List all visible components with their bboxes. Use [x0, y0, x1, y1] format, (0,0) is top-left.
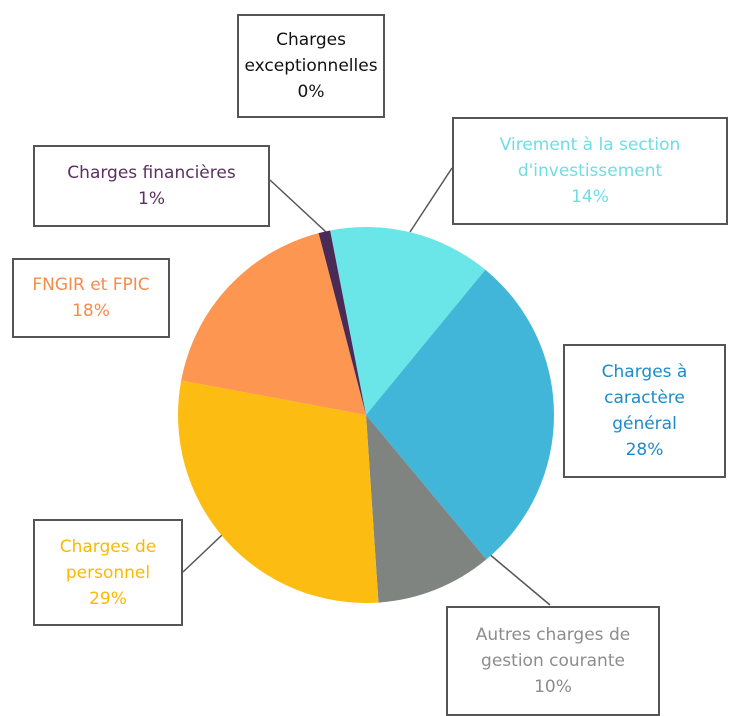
- slice-label: Charges financières 1%: [33, 145, 270, 227]
- connector: [487, 552, 551, 606]
- value-label: 0%: [297, 82, 325, 102]
- value-label: 14%: [571, 187, 609, 207]
- category-label: Autres charges de gestion courante: [475, 625, 631, 671]
- slice-label: Virement à la section d'investissement 14…: [452, 117, 728, 225]
- connector: [269, 179, 327, 233]
- category-label: Charges de personnel: [59, 536, 157, 583]
- pie-slice: [366, 415, 487, 603]
- category-label: Charges financières: [67, 163, 236, 183]
- pie-slice: [318, 230, 366, 415]
- category-label: Charges à caractère général: [601, 362, 688, 434]
- value-label: 10%: [534, 677, 572, 697]
- value-label: 1%: [138, 189, 165, 209]
- value-label: 29%: [89, 588, 127, 609]
- pie-slice: [178, 380, 379, 603]
- connector: [409, 167, 453, 233]
- pie-slice: [181, 233, 366, 415]
- category-label: Charges exceptionnelles: [244, 30, 378, 76]
- slice-label: Charges à caractère général 28%: [563, 344, 726, 478]
- category-label: FNGIR et FPIC: [32, 275, 150, 295]
- connector: [182, 534, 223, 573]
- pie-slice: [330, 227, 486, 415]
- value-label: 28%: [625, 440, 664, 460]
- slice-label: Autres charges de gestion courante 10%: [446, 606, 660, 716]
- value-label: 18%: [72, 301, 110, 321]
- category-label: Virement à la section d'investissement: [499, 135, 681, 181]
- slice-label: Charges de personnel 29%: [33, 519, 183, 626]
- pie-slice: [366, 269, 554, 560]
- slice-label: FNGIR et FPIC 18%: [12, 258, 170, 338]
- slice-label: Charges exceptionnelles 0%: [237, 14, 385, 118]
